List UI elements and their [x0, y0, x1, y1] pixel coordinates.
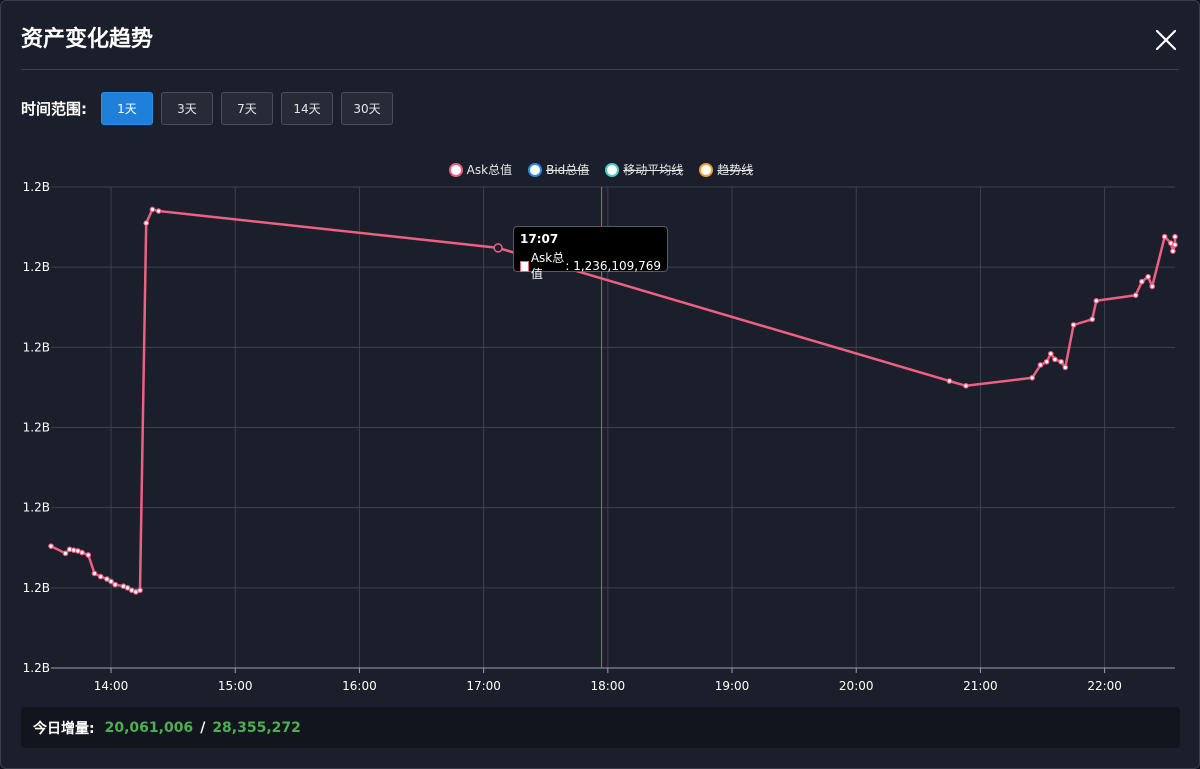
data-point — [1062, 364, 1069, 371]
y-tick-label: 1.2B — [23, 501, 50, 515]
chart-legend: Ask总值 Bid总值 移动平均线 趋势线 — [1, 161, 1199, 178]
legend-label-moving-average: 移动平均线 — [623, 163, 684, 177]
close-icon[interactable] — [1153, 27, 1179, 53]
range-button-1d[interactable]: 1天 — [101, 91, 153, 125]
data-point — [48, 543, 54, 549]
data-point — [946, 378, 953, 384]
legend-item-moving-average[interactable]: 移动平均线 — [605, 161, 683, 178]
range-button-30d[interactable]: 30天 — [341, 91, 393, 125]
data-point — [1029, 374, 1035, 381]
data-point — [1070, 322, 1077, 328]
data-point — [108, 578, 114, 585]
highlighted-point — [493, 243, 503, 253]
data-point — [1145, 273, 1151, 280]
range-button-3d[interactable]: 3天 — [161, 91, 213, 125]
y-tick-label: 1.2B — [23, 180, 50, 194]
asset-line-chart[interactable]: 1.2B 1.2B 1.2B 1.2B 1.2B 1.2B 1.2B 14:00 15:00 16… — [1, 141, 1200, 701]
y-tick-label: 1.2B — [23, 581, 50, 595]
legend-marker-moving-average — [605, 162, 620, 177]
daily-increase-separator: / — [200, 719, 206, 736]
y-tick-label: 1.2B — [23, 340, 50, 354]
y-tick-label: 1.2B — [23, 661, 50, 675]
data-point — [112, 581, 118, 588]
legend-marker-bid — [528, 162, 543, 177]
x-tick-label: 21:00 — [963, 679, 998, 693]
data-point — [1037, 362, 1044, 368]
y-tick-label: 1.2B — [23, 421, 50, 435]
x-tick-label: 15:00 — [218, 679, 253, 693]
modal-header: 资产变化趋势 — [21, 1, 1179, 70]
legend-marker-trend — [699, 162, 714, 177]
data-point — [124, 585, 131, 591]
data-point — [1170, 248, 1176, 254]
range-button-14d[interactable]: 14天 — [281, 91, 333, 125]
data-point — [155, 208, 162, 214]
data-point — [149, 206, 156, 213]
x-tick-label: 18:00 — [591, 679, 626, 693]
x-tick-label: 20:00 — [839, 679, 874, 693]
daily-increase-bar: 今日增量: 20,061,006 / 28,355,272 — [21, 707, 1180, 748]
legend-item-trend[interactable]: 趋势线 — [699, 161, 753, 178]
time-range-selector: 时间范围: 1天 3天 7天 14天 30天 — [21, 90, 401, 126]
data-point — [1139, 278, 1145, 285]
chart-tooltip: 17:07 Ask总值: 1,236,109,769 — [513, 226, 668, 281]
data-point — [1058, 358, 1064, 365]
time-range-label: 时间范围: — [21, 99, 87, 118]
data-point — [62, 550, 69, 557]
legend-marker-ask — [448, 162, 463, 177]
x-tick-label: 17:00 — [466, 679, 501, 693]
daily-increase-label: 今日增量: — [33, 720, 95, 737]
range-button-7d[interactable]: 7天 — [221, 91, 273, 125]
data-point — [91, 570, 98, 577]
daily-increase-value-2: 28,355,272 — [212, 719, 301, 736]
data-point — [97, 573, 104, 580]
modal-title: 资产变化趋势 — [21, 27, 154, 52]
data-point — [79, 549, 85, 556]
data-point — [1052, 356, 1058, 363]
x-tick-label: 19:00 — [715, 679, 750, 693]
data-point — [1048, 350, 1054, 357]
tooltip-time: 17:07 — [520, 232, 559, 246]
data-point — [1093, 298, 1100, 304]
daily-increase-value-1: 20,061,006 — [104, 719, 194, 736]
data-point — [1161, 233, 1168, 240]
data-point — [1132, 292, 1139, 299]
legend-item-ask[interactable]: Ask总值 — [448, 161, 513, 178]
data-point — [1172, 233, 1178, 240]
x-tick-label: 16:00 — [342, 679, 377, 693]
data-point — [1149, 283, 1156, 290]
legend-item-bid[interactable]: Bid总值 — [528, 161, 589, 178]
x-tick-label: 14:00 — [94, 679, 129, 693]
data-point — [143, 220, 150, 226]
data-point — [963, 383, 969, 389]
x-tick-label: 22:00 — [1087, 679, 1122, 693]
tooltip-series-name: Ask总值 — [530, 251, 565, 281]
y-tick-label: 1.2B — [23, 260, 50, 274]
legend-label-ask: Ask总值 — [466, 163, 513, 177]
data-point — [1043, 358, 1050, 365]
data-point — [1172, 241, 1178, 248]
data-point — [1089, 316, 1096, 323]
data-point — [85, 552, 92, 558]
legend-label-bid: Bid总值 — [546, 163, 590, 177]
tooltip-value: 1,236,109,769 — [573, 259, 661, 273]
tooltip-series-swatch — [520, 260, 529, 272]
data-point — [137, 587, 143, 594]
legend-label-trend: 趋势线 — [717, 163, 754, 177]
data-point — [104, 576, 110, 582]
